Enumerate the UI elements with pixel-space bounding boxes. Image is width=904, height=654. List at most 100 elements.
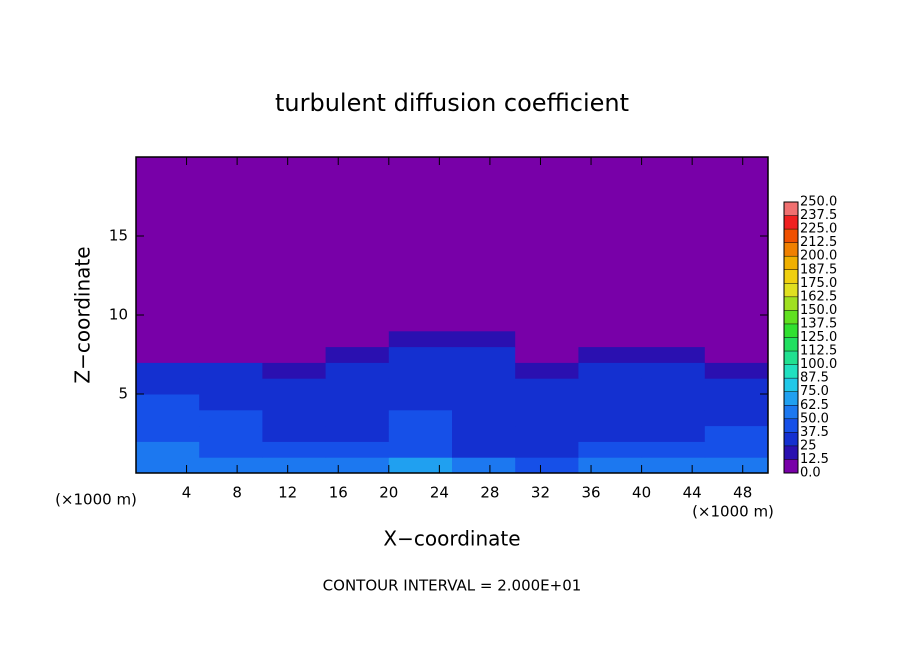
colorbar-label: 25 xyxy=(800,438,817,453)
colorbar-band xyxy=(784,391,798,406)
heat-cell xyxy=(136,157,200,316)
heat-cell xyxy=(262,157,327,316)
colorbar-band xyxy=(784,432,798,446)
colorbar-label: 62.5 xyxy=(800,398,829,413)
colorbar-band xyxy=(784,242,798,257)
heat-cell xyxy=(388,315,453,332)
heat-cell xyxy=(515,409,579,427)
colorbar-label: 200.0 xyxy=(800,249,837,264)
x-tick-label: 24 xyxy=(430,484,449,502)
heat-cell xyxy=(704,157,769,316)
colorbar-label: 12.5 xyxy=(800,452,829,467)
heat-cell xyxy=(199,315,263,332)
heat-cell xyxy=(641,346,706,363)
heat-cell xyxy=(262,330,327,348)
colorbar-band xyxy=(784,337,798,352)
heat-cell xyxy=(325,457,390,474)
heat-cell xyxy=(704,394,769,411)
y-tick-label: 10 xyxy=(109,306,128,324)
colorbar-label: 162.5 xyxy=(800,289,837,304)
heat-cell xyxy=(136,315,200,332)
heat-cell xyxy=(325,441,390,458)
colorbar-label: 75.0 xyxy=(800,384,829,399)
heat-cell xyxy=(704,362,769,379)
heat-cell xyxy=(515,394,579,411)
heat-cell xyxy=(388,425,453,442)
heat-cell xyxy=(388,330,453,348)
heat-cell xyxy=(515,315,579,332)
heat-cell xyxy=(199,157,263,316)
heat-cell xyxy=(262,441,327,458)
heat-cell xyxy=(388,394,453,411)
x-tick-label: 8 xyxy=(232,484,242,502)
heat-cell xyxy=(515,441,579,458)
heat-cell xyxy=(641,315,706,332)
heat-cell xyxy=(199,441,263,458)
heat-cell xyxy=(452,425,516,442)
heat-cell xyxy=(199,362,263,379)
heat-cell xyxy=(262,346,327,363)
heat-cell xyxy=(136,457,200,474)
z-unit: (×1000 m) xyxy=(55,491,137,509)
x-axis-label: X−coordinate xyxy=(383,527,520,551)
colorbar-band xyxy=(784,351,798,365)
colorbar-band xyxy=(784,283,798,297)
x-tick-label: 16 xyxy=(329,484,348,502)
heat-cell xyxy=(515,425,579,442)
colorbar-label: 137.5 xyxy=(800,316,837,331)
heat-cell xyxy=(578,425,643,442)
heat-cell xyxy=(641,330,706,348)
heat-cell xyxy=(262,425,327,442)
colorbar-label: 225.0 xyxy=(800,222,837,237)
colorbar-label: 250.0 xyxy=(800,195,837,210)
colorbar-band xyxy=(784,445,798,460)
colorbar-band xyxy=(784,459,798,473)
colorbar-label: 187.5 xyxy=(800,262,837,277)
heat-cell xyxy=(262,457,327,474)
heat-cell xyxy=(262,315,327,332)
heat-cell xyxy=(641,409,706,427)
heat-cell xyxy=(262,409,327,427)
colorbar-band xyxy=(784,405,798,419)
colorbar-label: 50.0 xyxy=(800,411,829,426)
heat-cell xyxy=(515,457,579,474)
heat-cell xyxy=(388,378,453,395)
x-tick-label: 36 xyxy=(581,484,600,502)
heat-cell xyxy=(578,362,643,379)
colorbar-band xyxy=(784,269,798,284)
colorbar-band xyxy=(784,202,798,216)
heat-cell xyxy=(325,330,390,348)
heat-cell xyxy=(641,394,706,411)
heat-cell xyxy=(578,330,643,348)
heat-cell xyxy=(704,330,769,348)
heat-cell xyxy=(325,394,390,411)
y-tick-label: 5 xyxy=(118,385,128,403)
heat-cell xyxy=(704,346,769,363)
colorbar-label: 100.0 xyxy=(800,357,837,372)
heat-cell xyxy=(452,362,516,379)
heat-cell xyxy=(199,394,263,411)
x-tick-label: 32 xyxy=(531,484,550,502)
x-tick-label: 44 xyxy=(683,484,702,502)
colorbar-band xyxy=(784,215,798,230)
heat-cell xyxy=(578,346,643,363)
heat-cell xyxy=(136,378,200,395)
heat-cell xyxy=(325,425,390,442)
heat-cell xyxy=(515,378,579,395)
x-tick-label: 28 xyxy=(480,484,499,502)
y-tick-label: 15 xyxy=(109,227,128,245)
heat-cell xyxy=(325,315,390,332)
heat-cell xyxy=(325,362,390,379)
heat-cell xyxy=(704,457,769,474)
heat-cell xyxy=(578,394,643,411)
heat-cell xyxy=(578,378,643,395)
heat-cell xyxy=(325,409,390,427)
heat-cell xyxy=(641,441,706,458)
heat-cell xyxy=(452,157,516,316)
heat-cell xyxy=(704,409,769,427)
heat-cell xyxy=(578,315,643,332)
heat-cell xyxy=(704,441,769,458)
heat-cell xyxy=(199,425,263,442)
colorbar-label: 112.5 xyxy=(800,344,837,359)
